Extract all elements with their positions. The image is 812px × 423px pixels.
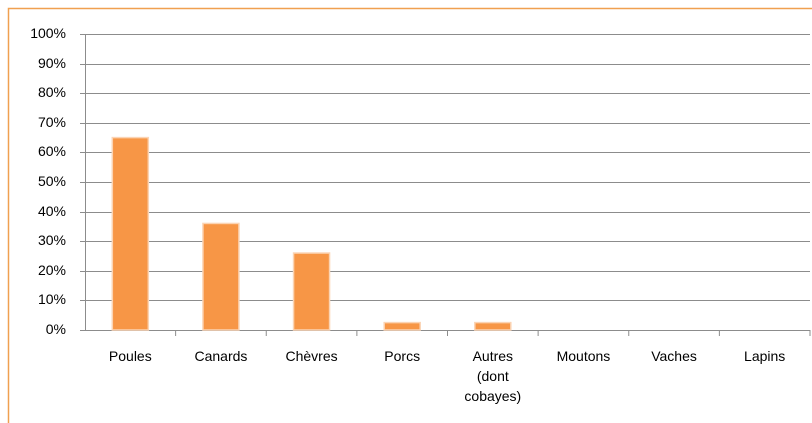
bar: [292, 252, 331, 331]
bar: [474, 321, 512, 331]
y-tick-label: 30%: [38, 232, 66, 248]
x-tick-label: Vaches: [651, 348, 697, 364]
y-tick-label: 40%: [38, 203, 66, 219]
bar: [202, 222, 240, 331]
bar: [111, 136, 150, 331]
y-tick-label: 70%: [38, 114, 66, 130]
y-tick-label: 10%: [38, 291, 66, 307]
y-tick-label: 50%: [38, 173, 66, 189]
x-tick-label: Chèvres: [285, 348, 338, 364]
y-tick-label: 0%: [46, 321, 66, 337]
y-tick-label: 100%: [30, 25, 66, 41]
y-tick-label: 80%: [38, 84, 66, 100]
x-tick-label: Poules: [108, 348, 152, 364]
frame: [7, 7, 812, 423]
x-tick-label: Lapins: [744, 348, 786, 364]
y-tick-label: 90%: [38, 55, 66, 71]
y-tick-label: 20%: [38, 262, 66, 278]
x-tick-label: Canards: [194, 348, 248, 364]
x-tick-label: Moutons: [556, 348, 611, 364]
x-tick-label: Porcs: [384, 348, 421, 364]
bar: [383, 321, 421, 331]
y-tick-label: 60%: [38, 143, 66, 159]
x-tick-label: Autres (dont cobayes): [464, 348, 522, 404]
